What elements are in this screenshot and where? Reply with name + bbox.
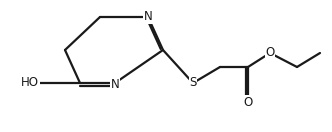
Text: HO: HO — [21, 77, 39, 89]
Text: O: O — [265, 46, 275, 60]
Text: N: N — [111, 77, 120, 91]
Text: O: O — [243, 95, 253, 109]
Text: S: S — [189, 77, 197, 89]
Text: N: N — [144, 11, 152, 23]
